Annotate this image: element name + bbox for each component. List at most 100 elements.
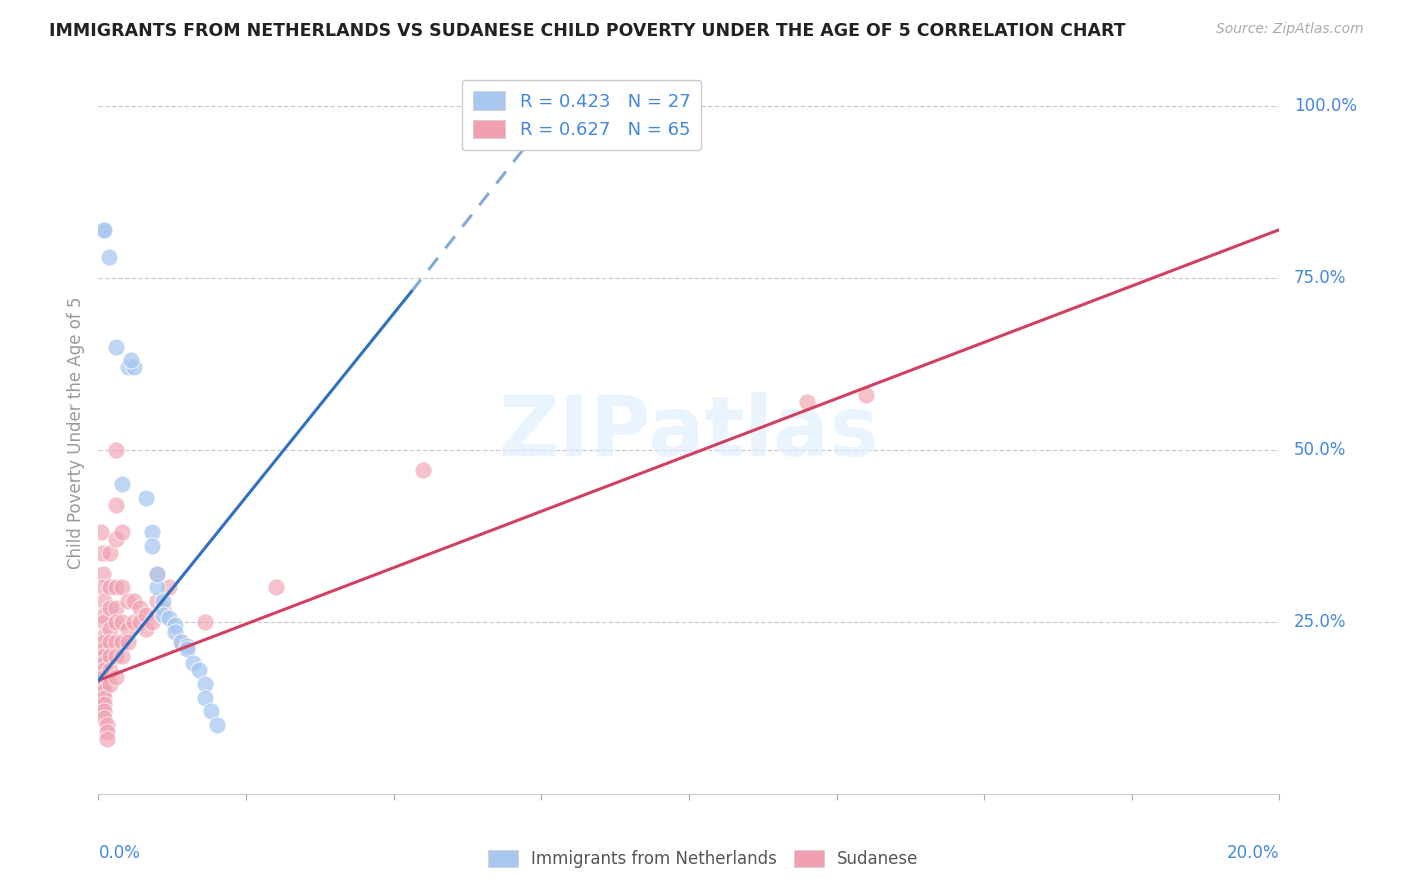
Point [141, 539, 163, 553]
Point [93, 607, 115, 622]
Point [93, 629, 115, 643]
Point [111, 477, 134, 491]
Point [146, 594, 169, 608]
Point [122, 615, 145, 629]
Point [91, 546, 114, 560]
Point [128, 601, 150, 615]
Point [111, 635, 134, 649]
Point [93, 698, 115, 712]
Point [117, 635, 139, 649]
Point [117, 360, 139, 375]
Text: 75.0%: 75.0% [1294, 268, 1346, 287]
Point [181, 656, 204, 670]
Point [122, 360, 145, 375]
Point [98, 601, 121, 615]
Point [93, 642, 115, 657]
Point [157, 581, 180, 595]
Point [120, 353, 142, 368]
Point [146, 566, 169, 581]
Point [117, 622, 139, 636]
Y-axis label: Child Poverty Under the Age of 5: Child Poverty Under the Age of 5 [66, 296, 84, 569]
Point [152, 601, 174, 615]
Point [170, 635, 193, 649]
Point [93, 222, 115, 236]
Point [90, 525, 112, 540]
Point [111, 581, 134, 595]
Point [98, 581, 121, 595]
Point [93, 670, 115, 684]
Point [96, 725, 118, 739]
Point [176, 642, 198, 657]
Point [105, 533, 128, 547]
Point [157, 611, 180, 625]
Point [98, 622, 121, 636]
Point [111, 615, 134, 629]
Point [135, 491, 157, 505]
Point [152, 594, 174, 608]
Point [91, 222, 114, 236]
Point [98, 677, 121, 691]
Point [117, 594, 139, 608]
Point [91, 566, 114, 581]
Point [105, 498, 128, 512]
Legend: Immigrants from Netherlands, Sudanese: Immigrants from Netherlands, Sudanese [481, 843, 925, 875]
Point [105, 635, 128, 649]
Point [187, 663, 209, 677]
Text: ZIPatlas: ZIPatlas [499, 392, 879, 473]
Point [796, 394, 818, 409]
Point [98, 649, 121, 664]
Point [105, 442, 128, 457]
Point [146, 581, 169, 595]
Legend: R = 0.423   N = 27, R = 0.627   N = 65: R = 0.423 N = 27, R = 0.627 N = 65 [461, 80, 702, 150]
Point [93, 594, 115, 608]
Point [135, 607, 157, 622]
Point [135, 622, 157, 636]
Point [93, 704, 115, 718]
Point [141, 615, 163, 629]
Point [412, 463, 434, 477]
Text: 20.0%: 20.0% [1227, 845, 1279, 863]
Point [170, 635, 193, 649]
Point [93, 683, 115, 698]
Text: Source: ZipAtlas.com: Source: ZipAtlas.com [1216, 22, 1364, 37]
Point [93, 649, 115, 664]
Point [93, 711, 115, 725]
Point [194, 615, 217, 629]
Point [128, 615, 150, 629]
Point [105, 649, 128, 664]
Point [91, 581, 114, 595]
Point [165, 618, 187, 632]
Point [111, 525, 134, 540]
Point [176, 639, 198, 653]
Point [200, 704, 222, 718]
Point [194, 690, 217, 705]
Point [93, 656, 115, 670]
Point [96, 718, 118, 732]
Point [205, 718, 228, 732]
Text: 25.0%: 25.0% [1294, 613, 1346, 631]
Point [146, 566, 169, 581]
Point [105, 581, 128, 595]
Point [141, 525, 163, 540]
Point [105, 340, 128, 354]
Point [98, 635, 121, 649]
Point [194, 677, 217, 691]
Point [98, 663, 121, 677]
Point [93, 690, 115, 705]
Point [105, 670, 128, 684]
Point [855, 388, 877, 402]
Point [111, 649, 134, 664]
Point [93, 615, 115, 629]
Point [93, 635, 115, 649]
Point [105, 615, 128, 629]
Point [152, 607, 174, 622]
Point [264, 581, 287, 595]
Point [105, 601, 128, 615]
Text: 100.0%: 100.0% [1294, 96, 1357, 115]
Point [96, 731, 118, 746]
Point [165, 625, 187, 640]
Point [98, 546, 121, 560]
Text: IMMIGRANTS FROM NETHERLANDS VS SUDANESE CHILD POVERTY UNDER THE AGE OF 5 CORRELA: IMMIGRANTS FROM NETHERLANDS VS SUDANESE … [49, 22, 1126, 40]
Point [93, 663, 115, 677]
Text: 0.0%: 0.0% [98, 845, 141, 863]
